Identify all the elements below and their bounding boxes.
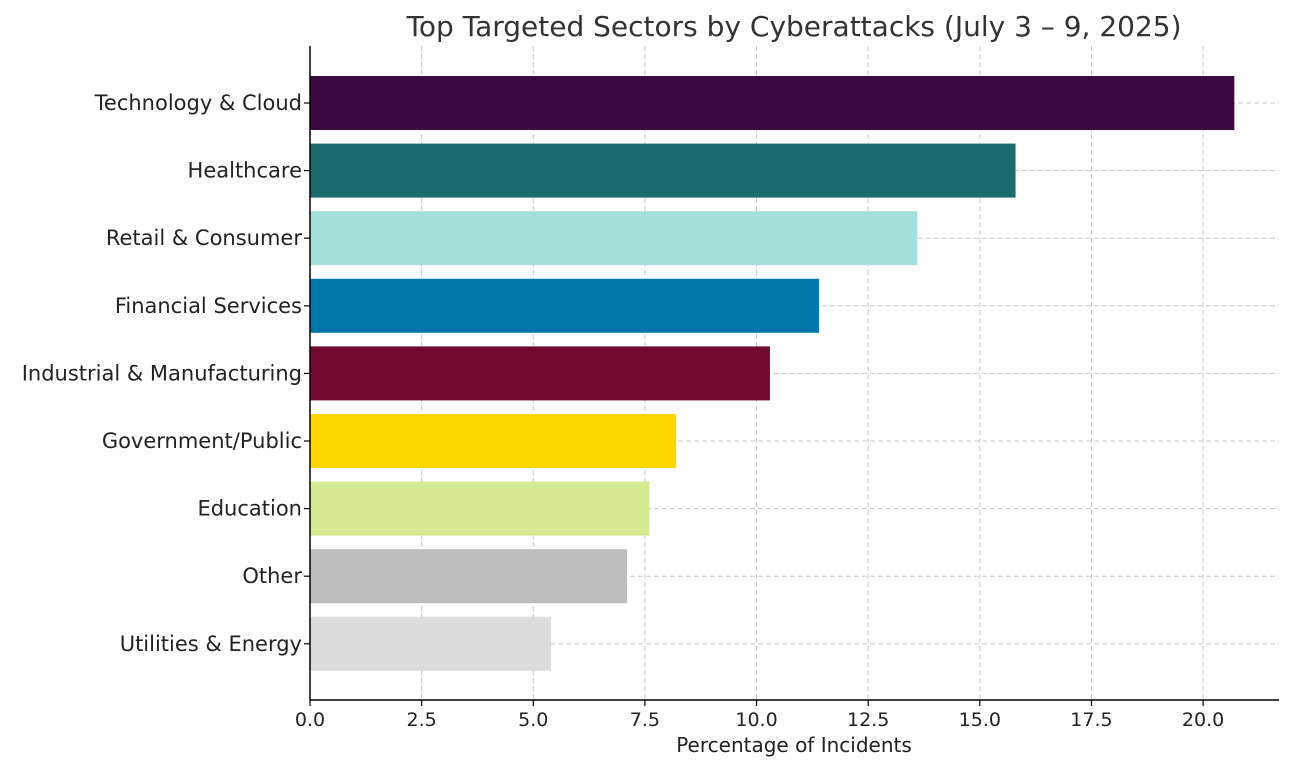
x-tick-label: 2.5 [407, 709, 437, 731]
y-tick-label: Healthcare [188, 159, 302, 183]
y-tick-label: Other [242, 564, 302, 588]
x-tick-label: 5.0 [518, 709, 548, 731]
bar [310, 76, 1235, 130]
y-tick-label: Utilities & Energy [120, 632, 302, 656]
bar [310, 549, 628, 604]
x-tick-label: 7.5 [630, 709, 660, 731]
y-tick-label: Technology & Cloud [94, 91, 302, 115]
x-tick-label: 15.0 [959, 709, 1001, 731]
x-tick-label: 17.5 [1070, 709, 1112, 731]
x-tick-labels: 0.0 2.5 5.0 7.5 10.0 12.5 15.0 17.5 20.0 [295, 709, 1224, 731]
y-tick-label: Education [197, 497, 302, 521]
y-tick-label: Industrial & Manufacturing [22, 361, 302, 385]
axes [304, 46, 1279, 706]
x-tick-label: 10.0 [735, 709, 777, 731]
bar [310, 211, 918, 266]
y-tick-labels: Technology & Cloud Healthcare Retail & Con… [22, 91, 303, 656]
x-tick-label: 12.5 [847, 709, 889, 731]
bar [310, 616, 552, 671]
x-tick-label: 20.0 [1182, 709, 1224, 731]
bar [310, 143, 1016, 198]
x-tick-label: 0.0 [295, 709, 325, 731]
bar [310, 278, 820, 333]
bars [310, 76, 1235, 671]
y-tick-label: Retail & Consumer [106, 226, 303, 250]
x-axis-title: Percentage of Incidents [676, 733, 912, 757]
chart-title: Top Targeted Sectors by Cyberattacks (Ju… [405, 10, 1181, 43]
y-tick-label: Government/Public [102, 429, 302, 453]
y-tick-label: Financial Services [115, 294, 302, 318]
bar [310, 414, 677, 468]
bar [310, 481, 650, 536]
bar [310, 346, 770, 401]
